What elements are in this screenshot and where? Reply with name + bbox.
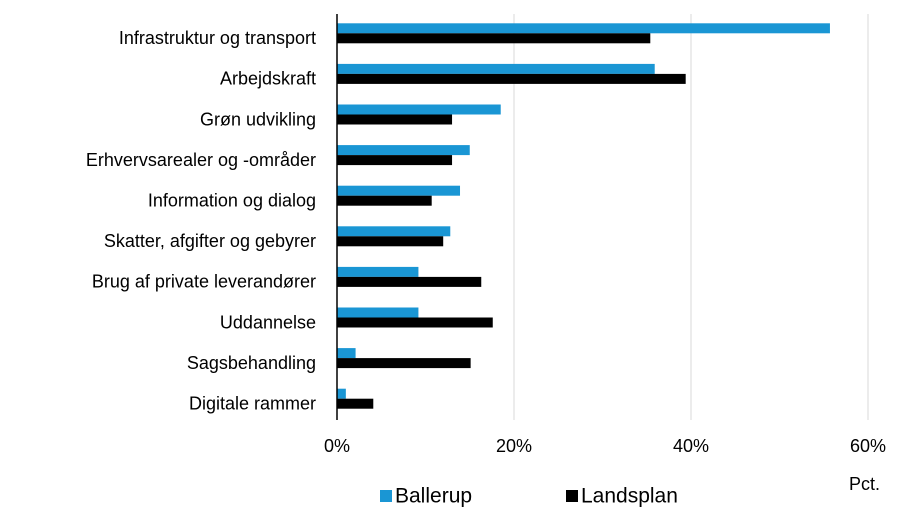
y-tick-label: Arbejdskraft	[220, 69, 316, 89]
bar	[337, 63, 655, 74]
bar	[337, 358, 471, 369]
x-tick-label: 20%	[496, 436, 532, 456]
x-tick-label: 40%	[673, 436, 709, 456]
bar	[337, 276, 482, 287]
y-tick-label: Skatter, afgifter og gebyrer	[104, 231, 316, 251]
y-tick-label: Sagsbehandling	[187, 353, 316, 373]
bar	[337, 104, 501, 115]
bar	[337, 23, 830, 34]
bar	[337, 155, 453, 166]
bar	[337, 73, 686, 84]
y-tick-label: Brug af private leverandører	[92, 272, 316, 292]
x-tick-label: 0%	[324, 436, 350, 456]
legend-label: Ballerup	[395, 485, 472, 508]
legend-swatch	[380, 490, 392, 502]
bar	[337, 145, 470, 156]
bar	[337, 398, 374, 409]
y-tick-label: Uddannelse	[220, 312, 316, 332]
y-tick-label: Grøn udvikling	[200, 109, 316, 129]
y-tick-label: Erhvervsarealer og -områder	[86, 150, 316, 170]
bar	[337, 348, 356, 359]
bar	[337, 33, 651, 44]
bar	[337, 185, 461, 196]
x-tick-label: 60%	[850, 436, 886, 456]
bar	[337, 388, 346, 399]
y-tick-label: Information og dialog	[148, 190, 316, 210]
y-tick-label: Infrastruktur og transport	[119, 28, 316, 48]
legend-label: Landsplan	[581, 485, 678, 508]
bar	[337, 114, 453, 125]
bar	[337, 226, 451, 237]
bar	[337, 236, 444, 247]
bar	[337, 266, 419, 277]
y-tick-label: Digitale rammer	[189, 393, 316, 413]
bar	[337, 195, 432, 206]
bar	[337, 317, 493, 328]
x-axis-label: Pct.	[849, 474, 880, 494]
bar	[337, 307, 419, 318]
legend-swatch	[566, 490, 578, 502]
